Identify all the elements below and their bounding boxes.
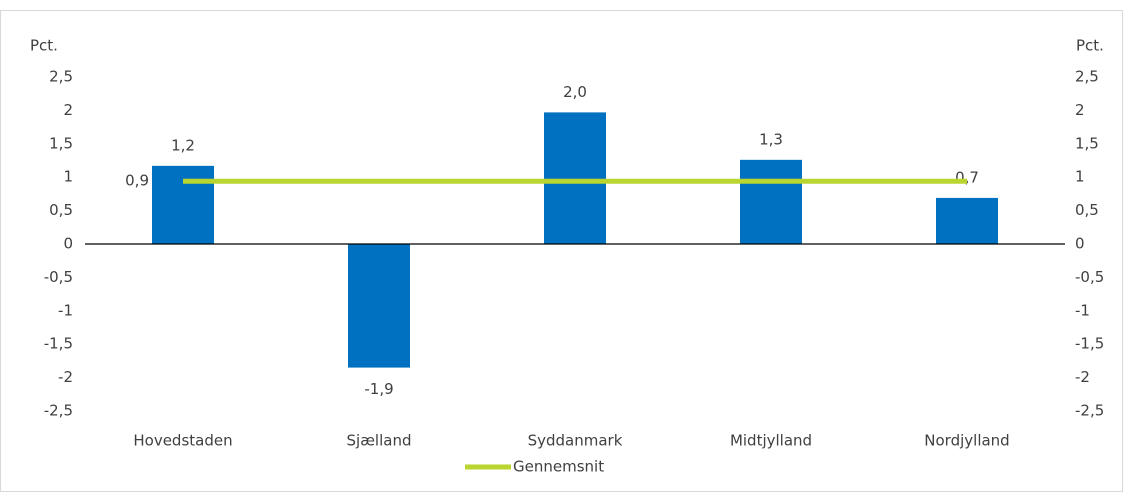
x-tick-label: Sjælland [347, 432, 412, 450]
y-tick-label: -2,5 [44, 402, 73, 420]
y2-tick-label: 1,5 [1075, 134, 1099, 152]
y-tick-label: -1 [58, 301, 73, 319]
y-tick-label: -2 [58, 368, 73, 386]
y-tick-label: 0,5 [49, 201, 73, 219]
y2-tick-label: 0 [1075, 235, 1085, 253]
y-tick-label: 0 [63, 235, 73, 253]
y-tick-label: 2,5 [49, 68, 73, 86]
bar [936, 197, 998, 244]
x-tick-label: Midtjylland [730, 432, 812, 450]
y-tick-label: 1 [63, 168, 73, 186]
data-label: 0,7 [955, 168, 979, 186]
x-tick-label: Nordjylland [924, 432, 1009, 450]
bar [152, 165, 214, 244]
bar [544, 112, 606, 245]
chart-border [0, 10, 1123, 492]
legend-label: Gennemsnit [513, 458, 604, 476]
y-axis-label: Pct. [30, 37, 58, 55]
data-label: -1,9 [364, 380, 393, 398]
y2-tick-label: 1 [1075, 168, 1085, 186]
y-tick-label: 2 [63, 101, 73, 119]
y2-tick-label: -1,5 [1075, 335, 1104, 353]
y2-tick-label: 2 [1075, 101, 1085, 119]
data-label: 1,3 [759, 130, 783, 148]
y-tick-label: -1,5 [44, 335, 73, 353]
x-tick-label: Hovedstaden [133, 432, 232, 450]
y2-tick-label: -0,5 [1075, 268, 1104, 286]
y2-tick-label: -1 [1075, 301, 1090, 319]
data-label: 0,9 [125, 172, 149, 190]
bar [348, 244, 410, 368]
y2-axis-label: Pct. [1076, 37, 1104, 55]
bar [740, 159, 802, 244]
data-label: 1,2 [171, 136, 195, 154]
y2-tick-label: 0,5 [1075, 201, 1099, 219]
y2-tick-label: -2 [1075, 368, 1090, 386]
data-label: 2,0 [563, 83, 587, 101]
y2-tick-label: 2,5 [1075, 68, 1099, 86]
y-tick-label: -0,5 [44, 268, 73, 286]
y-tick-label: 1,5 [49, 134, 73, 152]
y2-tick-label: -2,5 [1075, 402, 1104, 420]
x-tick-label: Syddanmark [528, 432, 623, 450]
